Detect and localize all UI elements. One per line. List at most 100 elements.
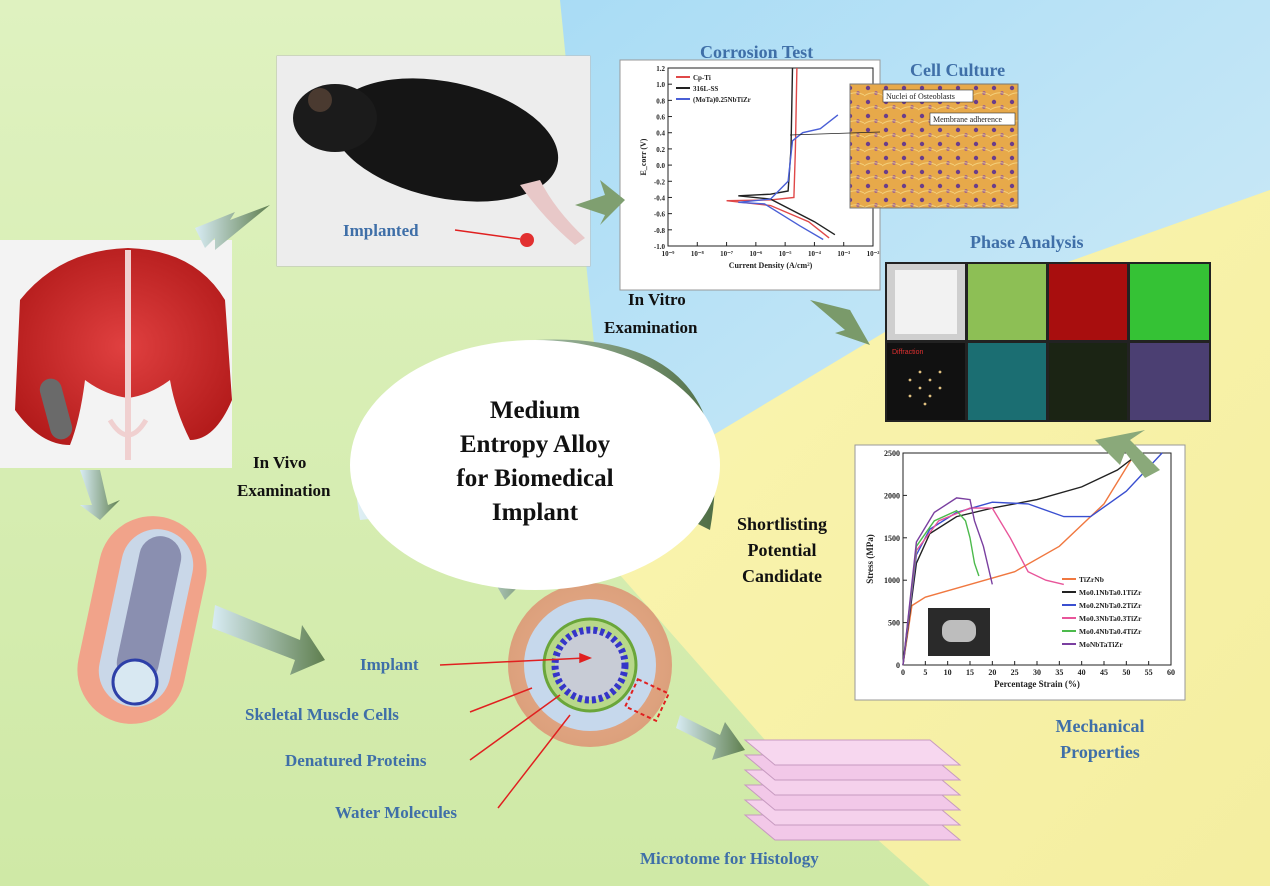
water-molecules-label: Water Molecules <box>335 803 457 822</box>
y-tick-label: 500 <box>888 619 900 628</box>
implant-site <box>520 233 534 247</box>
series-line-0 <box>726 67 830 239</box>
x-tick-label: 15 <box>966 668 974 677</box>
x-tick-label: 0 <box>901 668 905 677</box>
x-tick-label: 35 <box>1055 668 1063 677</box>
shortlisting-line-2: Potential <box>748 540 817 560</box>
in-vivo-line-2: Examination <box>237 481 331 500</box>
y-tick-label: 0.8 <box>656 97 665 105</box>
x-tick-label: 40 <box>1078 668 1086 677</box>
implant-cross-section <box>508 583 672 747</box>
y-tick-label: -0.8 <box>654 227 666 235</box>
cell-annotation-nuclei: Nuclei of Osteoblasts <box>886 92 955 101</box>
y-tick-label: 1500 <box>884 534 900 543</box>
zoom-region <box>623 677 671 723</box>
arrow-muscle-to-capsule <box>80 470 120 520</box>
arrow-phase-to-chart <box>810 300 870 345</box>
legend-label: Mo0.3NbTa0.3TiZr <box>1079 614 1142 623</box>
histology-slides <box>743 739 962 841</box>
x-tick-label: 10 <box>944 668 952 677</box>
y-tick-label: 0.6 <box>656 114 665 122</box>
phase-diffraction-label: Diffraction <box>892 349 923 356</box>
y-tick-label: 2000 <box>884 491 900 500</box>
flow-arrows <box>80 180 1160 760</box>
series-line-2 <box>738 114 839 241</box>
implant-pointer <box>454 229 521 240</box>
series-line-0 <box>902 452 1136 666</box>
legend-label: (MoTa)0.25NbTiZr <box>693 96 751 104</box>
y-tick-label: 0 <box>896 661 900 670</box>
mouse-body <box>331 78 559 202</box>
x-tick-label: 10⁻³ <box>837 250 850 258</box>
title-ellipse <box>350 340 720 590</box>
cell-culture-title: Cell Culture <box>910 60 1005 80</box>
cell-annotation-membrane: Membrane adherence <box>933 115 1003 124</box>
series-line-4 <box>902 509 980 666</box>
mouse-photo <box>276 55 591 267</box>
muscle-tissue-image <box>0 240 232 468</box>
mechanical-line-2: Properties <box>1060 742 1140 762</box>
x-tick-label: 10⁻⁸ <box>691 250 704 258</box>
y-tick-label: 0.4 <box>656 130 665 138</box>
y-tick-label: -1.0 <box>654 243 666 251</box>
title-line-4: Implant <box>492 499 579 526</box>
mechanical-line-1: Mechanical <box>1056 716 1145 736</box>
specimen-image <box>928 608 990 656</box>
x-tick-label: 20 <box>988 668 996 677</box>
legend-label: MoNbTaTiZr <box>1079 640 1123 649</box>
y-tick-label: 1.0 <box>656 81 665 89</box>
y-tick-label: 0.0 <box>656 162 665 170</box>
arrow-photo-to-muscle <box>195 205 270 250</box>
phase-tile-map-6 <box>1130 343 1209 420</box>
label-pointers <box>439 652 593 809</box>
legend-label: Mo0.4NbTa0.4TiZr <box>1079 627 1142 636</box>
tissue-capsule <box>77 516 207 724</box>
mouse-leg <box>520 180 585 245</box>
title-line-1: Medium <box>490 397 580 424</box>
y-tick-label: -0.6 <box>654 211 666 219</box>
implanted-label: Implanted <box>343 221 419 240</box>
mouse-ear <box>308 88 332 112</box>
y-axis-label: Stress (MPa) <box>865 534 875 584</box>
y-tick-label: -0.4 <box>654 194 666 202</box>
phase-analysis-grid <box>885 262 1211 422</box>
y-tick-label: 2500 <box>884 449 900 458</box>
x-tick-label: 5 <box>923 668 927 677</box>
corrosion-chart-panel <box>619 59 881 291</box>
phase-tile-map-2 <box>1049 264 1127 340</box>
title-line-2: Entropy Alloy <box>460 431 611 458</box>
in-vivo-line-1: In Vivo <box>253 453 306 472</box>
x-tick-label: 10⁻⁷ <box>720 250 733 258</box>
x-tick-label: 10⁻⁵ <box>779 250 792 258</box>
x-tick-label: 30 <box>1033 668 1041 677</box>
x-tick-label: 25 <box>1011 668 1019 677</box>
microtome-label: Microtome for Histology <box>640 849 819 868</box>
corrosion-chart: -1.0 -0.8 -0.6 -0.4 -0.2 0.0 0.2 0.4 0.6 0.8 1.0 1.… <box>639 65 879 270</box>
arrow-mech-to-phase <box>1095 430 1160 478</box>
phase-tile-diffraction <box>887 343 965 420</box>
legend-label: TiZrNb <box>1079 575 1104 584</box>
x-tick-label: 60 <box>1167 668 1175 677</box>
mouse-head <box>293 84 377 152</box>
series-line-5 <box>902 497 993 666</box>
implant-label: Implant <box>360 655 419 674</box>
phase-tile-map-4 <box>968 343 1046 420</box>
series-line-3 <box>902 507 1064 666</box>
y-axis-label: E_corr (V) <box>639 138 648 175</box>
legend-label: Mo0.2NbTa0.2TiZr <box>1079 601 1142 610</box>
x-tick-label: 55 <box>1145 668 1153 677</box>
title-line-3: for Biomedical <box>456 465 613 492</box>
phase-tile-map-5 <box>1049 343 1127 420</box>
legend-label: Cp-Ti <box>693 74 711 82</box>
x-tick-label: 50 <box>1122 668 1130 677</box>
implant-core <box>551 626 629 704</box>
mechanical-chart-panel <box>854 444 1186 701</box>
shortlisting-line-3: Candidate <box>742 566 822 586</box>
y-tick-label: 1000 <box>884 576 900 585</box>
x-tick-label: 10⁻⁶ <box>749 250 762 258</box>
x-axis-label: Current Density (A/cm²) <box>729 261 813 270</box>
arrow-section-to-slides <box>676 715 745 760</box>
skeletal-muscle-label: Skeletal Muscle Cells <box>245 705 399 724</box>
arrow-chart-to-photo <box>575 180 625 225</box>
